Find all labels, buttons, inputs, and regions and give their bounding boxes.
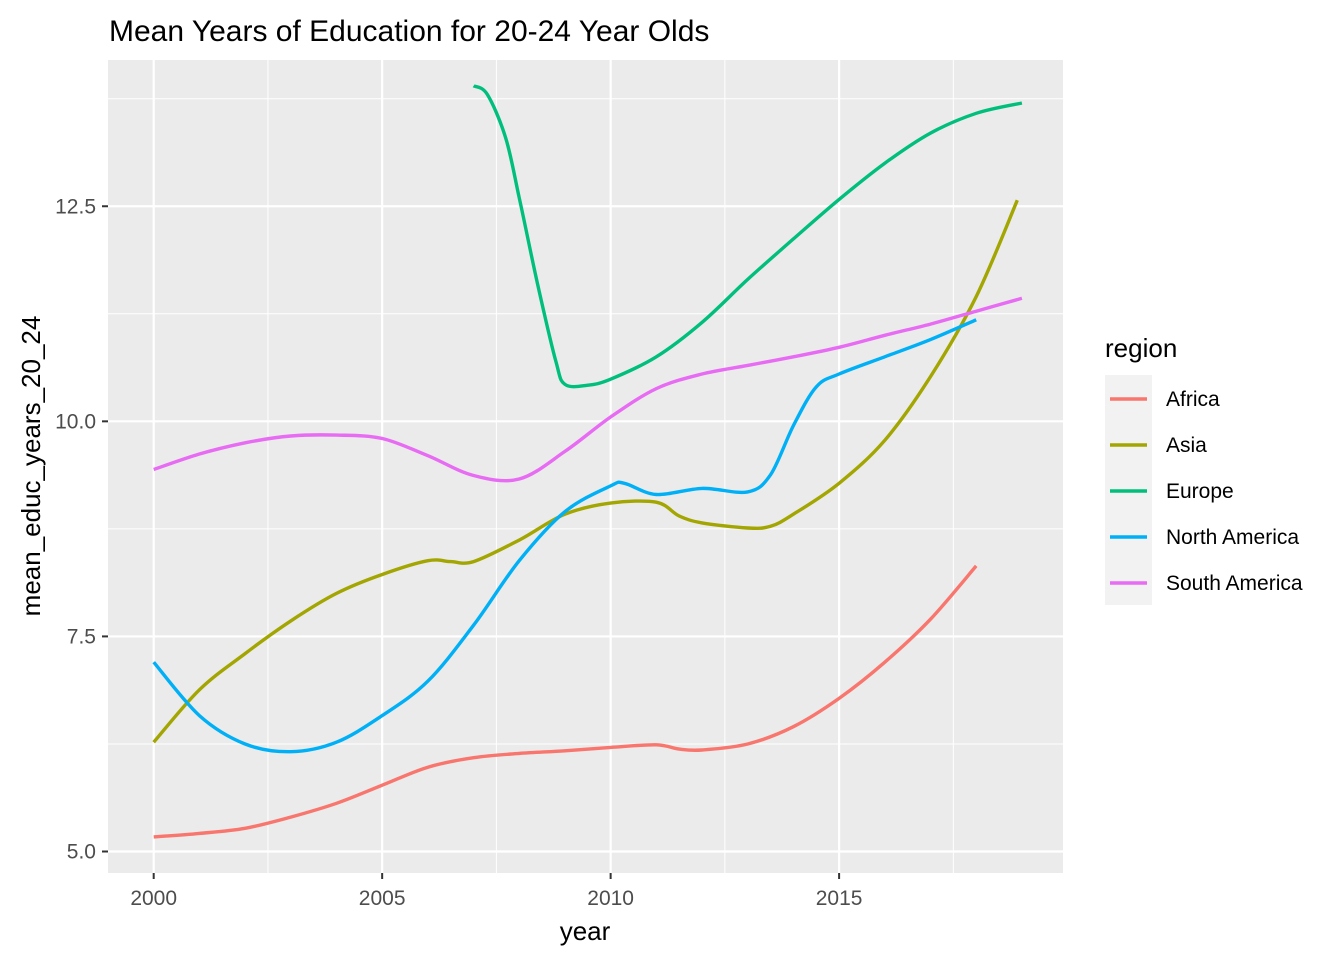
legend-title: region (1105, 333, 1177, 363)
x-tick-label: 2000 (130, 887, 177, 910)
legend-label-south-america: South America (1166, 572, 1303, 595)
series-line-africa (153, 564, 978, 839)
legend: region Africa Asia Europe North America Sout… (1105, 333, 1303, 605)
minor-gridlines (108, 60, 1063, 873)
series-line-europe (472, 84, 1023, 389)
y-tick-label: 7.5 (67, 625, 96, 648)
series-line-north-america (152, 318, 977, 754)
x-tick-label: 2010 (587, 887, 634, 910)
y-tick-label: 10.0 (55, 410, 96, 433)
series-line-south-america (153, 296, 1023, 483)
plot-panel (108, 60, 1063, 873)
y-axis: 5.0 7.5 10.0 12.5 (55, 195, 108, 863)
series-lines (152, 84, 1023, 839)
legend-label-north-america: North America (1166, 526, 1299, 549)
x-axis-title: year (560, 916, 611, 946)
y-tick-label: 5.0 (67, 840, 96, 863)
chart-title: Mean Years of Education for 20-24 Year O… (109, 15, 709, 48)
x-axis: 2000 2005 2010 2015 (130, 873, 862, 910)
x-tick-label: 2015 (816, 887, 863, 910)
legend-label-africa: Africa (1166, 388, 1220, 411)
legend-label-asia: Asia (1166, 434, 1207, 457)
legend-label-europe: Europe (1166, 480, 1234, 503)
series-line-asia (152, 199, 1019, 744)
x-tick-label: 2005 (359, 887, 406, 910)
y-tick-label: 12.5 (55, 195, 96, 218)
y-axis-title: mean_educ_years_20_24 (16, 316, 46, 617)
